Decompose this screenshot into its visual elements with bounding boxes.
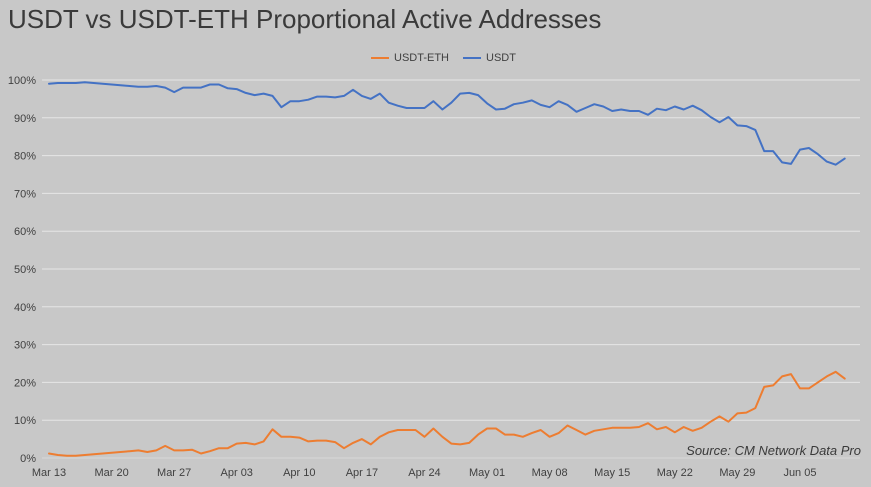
x-tick-label: May 29 xyxy=(719,467,755,479)
chart-title: USDT vs USDT-ETH Proportional Active Add… xyxy=(8,4,602,34)
y-tick-label: 0% xyxy=(20,453,36,465)
legend-label-usdt: USDT xyxy=(486,52,516,64)
y-tick-label: 100% xyxy=(8,75,36,87)
x-tick-label: Apr 03 xyxy=(221,467,253,479)
legend-item-usdt: USDT xyxy=(463,52,516,64)
legend-swatch-usdt-eth xyxy=(371,57,389,59)
legend-label-usdt-eth: USDT-ETH xyxy=(394,52,449,64)
y-tick-label: 90% xyxy=(14,113,36,125)
legend: USDT-ETH USDT xyxy=(371,52,516,64)
y-tick-label: 20% xyxy=(14,377,36,389)
y-axis-tick-labels: 0% 10% 20% 30% 40% 50% 60% 70% 80% 90% 100% xyxy=(8,75,36,465)
legend-item-usdt-eth: USDT-ETH xyxy=(371,52,449,64)
usdt-eth-line xyxy=(48,370,846,457)
x-tick-label: Apr 10 xyxy=(283,467,315,479)
usdt-line xyxy=(48,81,846,166)
x-tick-label: May 22 xyxy=(657,467,693,479)
x-tick-label: Apr 17 xyxy=(346,467,378,479)
source-note: Source: CM Network Data Pro xyxy=(686,443,861,458)
x-tick-label: Apr 24 xyxy=(408,467,440,479)
y-tick-label: 30% xyxy=(14,340,36,352)
y-tick-label: 80% xyxy=(14,151,36,163)
x-tick-label: Mar 20 xyxy=(94,467,128,479)
y-tick-label: 70% xyxy=(14,188,36,200)
y-tick-label: 50% xyxy=(14,264,36,276)
y-tick-label: 10% xyxy=(14,415,36,427)
x-tick-label: May 08 xyxy=(532,467,568,479)
x-axis-tick-labels: Mar 13 Mar 20 Mar 27 Apr 03 Apr 10 Apr 17 Apr … xyxy=(32,467,817,479)
x-tick-label: May 15 xyxy=(594,467,630,479)
y-tick-label: 60% xyxy=(14,226,36,238)
x-tick-label: Mar 13 xyxy=(32,467,66,479)
series-lines xyxy=(48,81,846,457)
x-tick-label: May 01 xyxy=(469,467,505,479)
x-tick-label: Jun 05 xyxy=(783,467,816,479)
x-tick-label: Mar 27 xyxy=(157,467,191,479)
legend-swatch-usdt xyxy=(463,57,481,59)
y-tick-label: 40% xyxy=(14,302,36,314)
gridlines xyxy=(42,79,860,421)
